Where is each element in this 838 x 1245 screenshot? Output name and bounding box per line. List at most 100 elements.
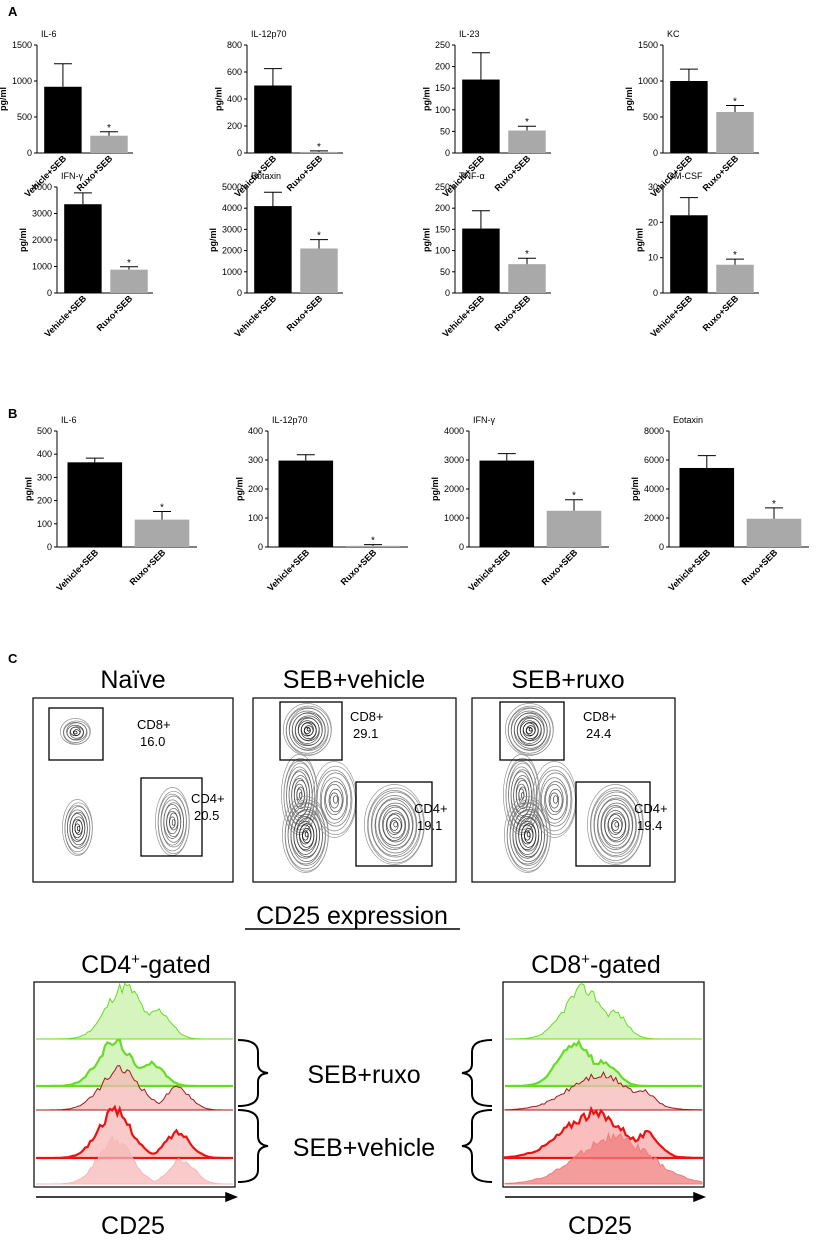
gates [48, 701, 651, 867]
gate-label-vehicle-cd4: CD4+ [414, 801, 448, 816]
histogram-trace [36, 1038, 233, 1088]
y-tick-label: 500 [643, 112, 658, 122]
y-tick-label: 400 [248, 426, 263, 436]
bar [44, 86, 82, 153]
x-category-label: Ruxo+SEB [701, 153, 741, 193]
x-category-label: Vehicle+SEB [466, 547, 512, 593]
y-axis-label: pg/ml [18, 228, 28, 252]
y-tick-label: 3000 [444, 455, 464, 465]
y-tick-label: 400 [37, 449, 52, 459]
y-axis-label: pg/ml [421, 228, 431, 252]
y-tick-label: 200 [37, 496, 52, 506]
y-tick-label: 4000 [644, 484, 664, 494]
y-tick-label: 200 [435, 62, 450, 72]
y-tick-label: 50 [440, 267, 450, 277]
gate-label-ruxo-cd4: CD4+ [634, 801, 668, 816]
bar [479, 460, 535, 547]
chart-title: GM-CSF [667, 171, 703, 181]
x-category-label: Vehicle+SEB [666, 547, 712, 593]
x-category-label: Ruxo+SEB [493, 153, 533, 193]
y-tick-label: 2000 [32, 235, 52, 245]
panel-label-c: C [8, 651, 18, 666]
hist-title-cd8-gated: CD8+-gated [531, 951, 661, 979]
y-tick-label: 0 [47, 288, 52, 298]
y-tick-label: 500 [17, 112, 32, 122]
bar [679, 467, 735, 547]
y-axis-label: pg/ml [421, 87, 431, 111]
y-tick-label: 400 [227, 94, 242, 104]
flow-title-naive: Naïve [100, 666, 165, 694]
y-tick-label: 20 [648, 217, 658, 227]
y-axis-label: pg/ml [234, 477, 244, 501]
y-axis-label: pg/ml [430, 477, 440, 501]
histogram-trace [36, 1104, 233, 1160]
chart-title: Eotaxin [673, 415, 703, 425]
x-category-label: Ruxo+SEB [740, 547, 780, 587]
histogram-trace [36, 1065, 233, 1111]
bar [134, 519, 190, 547]
significance-star: * [733, 250, 737, 261]
significance-star: * [107, 123, 111, 134]
significance-star: * [772, 499, 776, 510]
y-axis-label: pg/ml [208, 228, 218, 252]
bar [670, 215, 708, 293]
significance-star: * [525, 117, 529, 128]
bar [300, 248, 338, 293]
contour-plot-seb-vehicle [252, 697, 457, 883]
y-tick-label: 1500 [12, 40, 32, 50]
chart-title: IL-12p70 [272, 415, 308, 425]
chart-title: Eotaxin [251, 171, 281, 181]
significance-star: * [525, 249, 529, 260]
y-tick-label: 1500 [638, 40, 658, 50]
flow-title-seb-ruxo: SEB+ruxo [511, 666, 624, 694]
y-tick-label: 300 [37, 472, 52, 482]
y-tick-label: 8000 [644, 426, 664, 436]
y-tick-label: 4000 [444, 426, 464, 436]
y-tick-label: 0 [445, 288, 450, 298]
y-tick-label: 250 [435, 40, 450, 50]
chart-title: KC [667, 29, 680, 39]
y-axis-label: pg/ml [635, 228, 645, 252]
y-tick-label: 200 [435, 203, 450, 213]
y-tick-label: 0 [459, 542, 464, 552]
y-axis-label: pg/ml [630, 477, 640, 501]
y-tick-label: 0 [237, 148, 242, 158]
hist-title-cd4-gated: CD4+-gated [81, 951, 211, 979]
cd25-axis-label-left: CD25 [101, 1212, 165, 1240]
significance-star: * [317, 231, 321, 242]
histogram-trace [504, 1071, 703, 1111]
chart-title: IFN-γ [61, 171, 83, 181]
bar-chart-5: IFN-γ 0 1000 2000 3000 4000 pg/ml Vehicle+SEB * R… [18, 171, 153, 339]
y-tick-label: 1000 [32, 262, 52, 272]
gate-value-ruxo-cd8: 24.4 [586, 726, 611, 741]
chart-title: IL-6 [41, 29, 57, 39]
bar-charts: IL-6050010001500pg/mlVehicle+SEB*Ruxo+SE… [0, 29, 809, 593]
y-tick-label: 150 [435, 224, 450, 234]
significance-star: * [371, 536, 375, 547]
bar [462, 228, 500, 293]
bar [300, 151, 338, 153]
y-tick-label: 0 [258, 542, 263, 552]
histogram-trace [504, 1131, 703, 1185]
y-tick-label: 30 [648, 182, 658, 192]
y-tick-label: 2000 [222, 246, 242, 256]
bar [64, 204, 102, 293]
y-tick-label: 2000 [444, 484, 464, 494]
y-tick-label: 500 [37, 426, 52, 436]
chart-title: IL-12p70 [251, 29, 287, 39]
y-axis-label: pg/ml [23, 477, 33, 501]
y-tick-label: 1000 [638, 76, 658, 86]
bar-chart-7: TNF-α 0 50 100 150 200 250 pg/ml Vehicle+SEB * Rux… [421, 171, 551, 339]
bar [67, 462, 123, 547]
histogram-trace [36, 1134, 233, 1185]
y-tick-label: 4000 [32, 182, 52, 192]
y-tick-label: 100 [248, 513, 263, 523]
gate-label-naive-cd4: CD4+ [191, 791, 225, 806]
y-tick-label: 1000 [12, 76, 32, 86]
histogram-trace [36, 982, 233, 1040]
y-tick-label: 0 [653, 148, 658, 158]
x-category-label: Ruxo+SEB [493, 293, 533, 333]
gate-value-naive-cd4: 20.5 [194, 808, 219, 823]
bar-chart-12: Eotaxin 0 2000 4000 6000 8000 pg/ml Vehicle+SEB… [630, 415, 809, 593]
x-category-label: Ruxo+SEB [128, 547, 168, 587]
